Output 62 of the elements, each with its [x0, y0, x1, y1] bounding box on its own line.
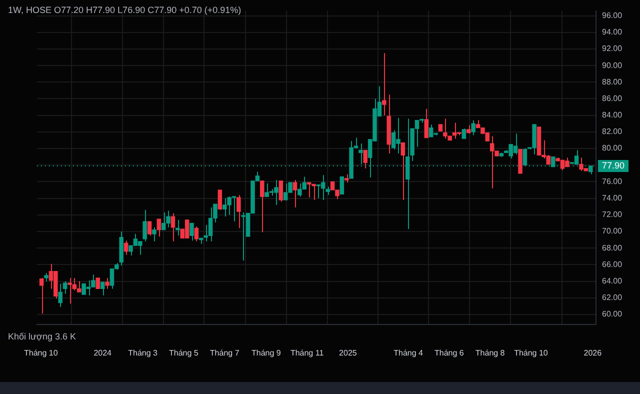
x-tick-label: Tháng 5 — [169, 348, 199, 358]
x-tick-label: Tháng 10 — [514, 348, 548, 358]
candlestick — [190, 222, 194, 242]
candlestick — [340, 176, 344, 194]
candlestick — [147, 221, 152, 236]
candlestick — [382, 52, 386, 116]
y-tick-label: 84.00 — [602, 110, 623, 120]
candlestick — [236, 194, 241, 229]
x-tick-label: Tháng 9 — [251, 348, 282, 358]
candlestick — [105, 277, 110, 290]
candlestick — [76, 280, 82, 293]
candlestick — [138, 240, 142, 256]
candlestick — [142, 209, 147, 242]
x-tick-label: Tháng 4 — [394, 348, 424, 358]
y-tick-label: 80.00 — [602, 144, 623, 153]
y-tick-label: 62.00 — [602, 293, 623, 302]
y-tick-label: 90.00 — [602, 60, 623, 70]
x-tick-label: 2024 — [94, 348, 112, 358]
y-tick-label: 60.00 — [602, 310, 623, 319]
y-tick-label: 94.00 — [602, 28, 623, 37]
y-tick-label: 96.00 — [602, 10, 623, 20]
y-tick-label: 76.00 — [602, 176, 623, 186]
candlestick — [218, 190, 222, 210]
x-tick-label: 2025 — [339, 348, 358, 358]
candlestick — [152, 226, 156, 242]
candlestick — [62, 280, 68, 294]
candlestick — [363, 150, 368, 169]
y-tick-label: 82.00 — [602, 127, 623, 136]
text: Khối lượng 3.6 K — [8, 331, 76, 342]
y-tick-label: 88.00 — [602, 77, 623, 86]
candlestick — [278, 180, 284, 202]
y-tick-label: 66.00 — [602, 260, 623, 269]
chart-title: 1W, HOSE O77.20 H77.90 L76.90 C77.90 +0.70 (+0.91%) — [8, 4, 242, 15]
y-tick-label: 64.00 — [602, 276, 623, 286]
x-tick-label: 2026 — [584, 348, 602, 358]
candlestick — [400, 142, 406, 200]
candlestick — [462, 128, 466, 140]
candlestick — [39, 277, 44, 314]
candlestick — [260, 180, 264, 233]
candlestick — [471, 120, 476, 136]
candlestick — [424, 108, 429, 138]
candlestick — [170, 212, 176, 242]
candlestick — [194, 226, 199, 242]
ref-line-label: 77.90 — [602, 160, 625, 170]
y-tick-label: 92.00 — [602, 44, 623, 54]
candlestick — [58, 283, 62, 308]
y-tick-label: 86.00 — [602, 94, 623, 103]
y-tick-label: 68.00 — [602, 243, 623, 252]
candlestick — [176, 219, 180, 236]
x-tick-label: Tháng 10 — [24, 348, 58, 358]
x-tick-label: Tháng 7 — [210, 348, 240, 358]
x-tick-label: Tháng 3 — [128, 348, 158, 358]
candlestick — [292, 180, 298, 208]
candlestick — [100, 282, 105, 296]
y-tick-label: 74.00 — [602, 194, 623, 202]
y-tick-label: 70.00 — [602, 226, 623, 236]
y-tick-label: 72.00 — [602, 210, 623, 220]
candlestick — [96, 278, 100, 290]
x-tick-label: Tháng 11 — [290, 348, 324, 358]
x-tick-label: Tháng 8 — [475, 348, 506, 358]
candlestick — [156, 218, 162, 237]
x-tick-label: Tháng 6 — [434, 348, 464, 358]
